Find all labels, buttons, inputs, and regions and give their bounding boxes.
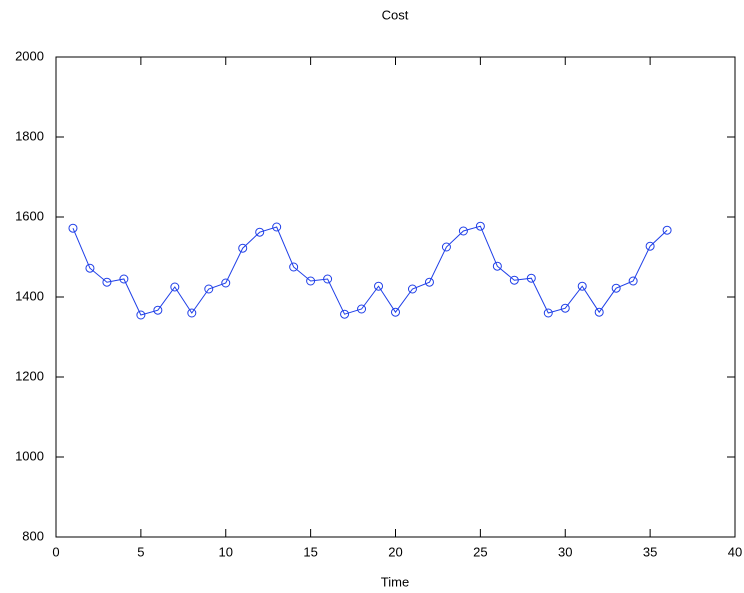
plot-frame: [55, 56, 736, 538]
data-point: [662, 225, 672, 235]
data-point: [475, 221, 485, 231]
x-tick-label: 40: [728, 544, 742, 559]
data-point: [374, 281, 384, 291]
y-tick-label: 1000: [15, 448, 44, 463]
data-point: [306, 276, 316, 286]
x-tick-label: 15: [303, 544, 317, 559]
x-tick-label: 25: [473, 544, 487, 559]
data-point: [560, 303, 570, 313]
x-tick-label: 35: [643, 544, 657, 559]
data-point: [357, 304, 367, 314]
data-point: [323, 274, 333, 284]
data-point: [289, 262, 299, 272]
x-tick-label: 20: [388, 544, 402, 559]
data-point: [526, 273, 536, 283]
data-point: [594, 307, 604, 317]
data-point: [170, 282, 180, 292]
x-tick-label: 0: [52, 544, 59, 559]
chart-title: Cost: [382, 7, 409, 22]
x-axis-label: Time: [381, 574, 409, 589]
y-tick-label: 2000: [15, 48, 44, 63]
data-point: [136, 310, 146, 320]
y-tick-label: 1600: [15, 208, 44, 223]
data-point: [492, 261, 502, 271]
y-tick-label: 1400: [15, 288, 44, 303]
data-point: [628, 276, 638, 286]
x-tick-label: 5: [137, 544, 144, 559]
data-point: [509, 275, 519, 285]
data-point: [577, 281, 587, 291]
data-point: [424, 277, 434, 287]
data-point: [68, 223, 78, 233]
x-tick-label: 30: [558, 544, 572, 559]
data-point: [255, 227, 265, 237]
data-point: [119, 274, 129, 284]
data-point: [645, 241, 655, 251]
x-tick-label: 10: [219, 544, 233, 559]
data-point: [543, 308, 553, 318]
data-point: [407, 284, 417, 294]
data-point: [391, 307, 400, 317]
data-point: [272, 222, 282, 232]
data-point: [153, 305, 163, 315]
data-point: [340, 309, 350, 319]
data-line: [72, 225, 668, 316]
data-point: [441, 242, 451, 252]
data-point: [238, 243, 248, 253]
data-point: [85, 263, 95, 273]
data-point: [204, 284, 214, 294]
data-point: [187, 308, 197, 318]
data-point: [102, 277, 112, 287]
data-point: [611, 283, 621, 293]
y-tick-label: 1800: [15, 128, 44, 143]
data-point: [221, 278, 231, 288]
y-tick-label: 1200: [15, 368, 44, 383]
data-point: [458, 226, 468, 236]
y-tick-label: 800: [22, 528, 44, 543]
